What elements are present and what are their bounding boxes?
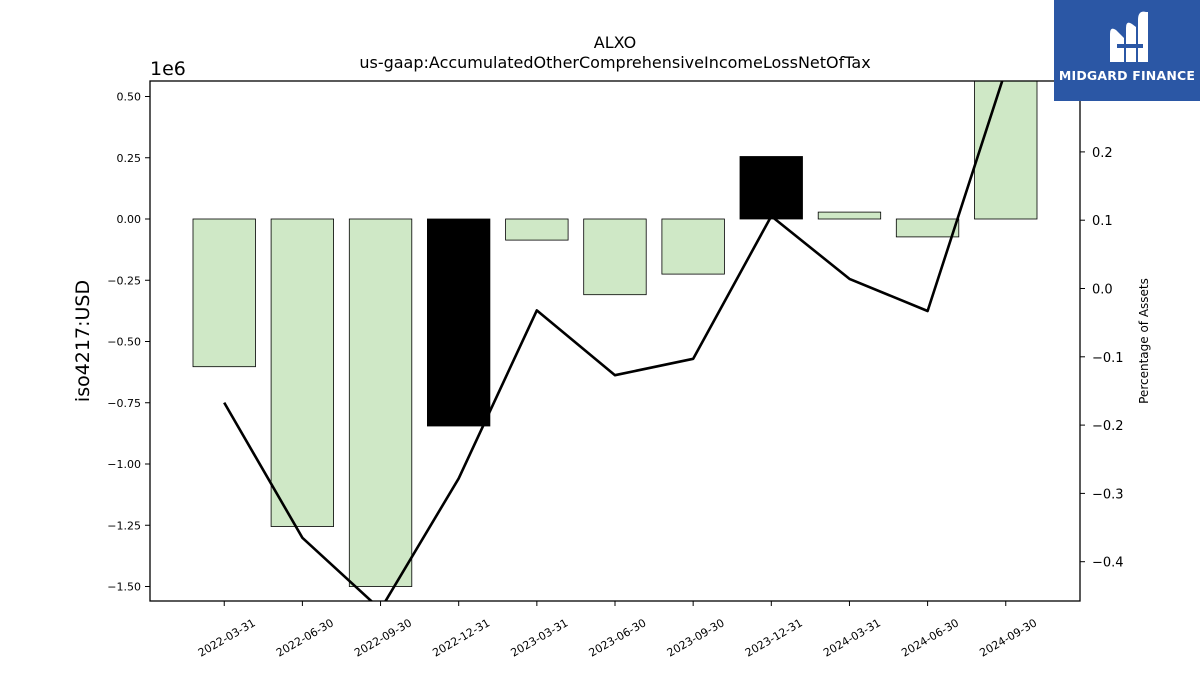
percentage-of-assets-line	[223, 81, 1004, 601]
y-multiplier-label: 1e6	[150, 58, 186, 80]
bar	[348, 218, 413, 587]
bar	[739, 156, 803, 220]
chart-title: ALXO	[594, 33, 636, 52]
bar	[895, 218, 960, 238]
chart-subtitle: us-gaap:AccumulatedOtherComprehensiveInc…	[359, 53, 870, 72]
x-tick-label: 2023-06-30	[587, 616, 649, 659]
bar	[505, 218, 569, 241]
y2-tick-label: 0.0	[1092, 283, 1113, 298]
y2-tick-label: 0.2	[1092, 146, 1113, 161]
midgard-m-icon	[1110, 11, 1148, 63]
bar	[583, 218, 647, 296]
y-axis-label: iso4217:USD	[72, 280, 94, 402]
logo-text: MIDGARD FINANCE	[1058, 68, 1196, 83]
x-tick-label: 2024-09-30	[977, 616, 1039, 659]
y2-axis-label: Percentage of Assets	[1137, 278, 1151, 404]
y-tick-label: 0.25	[117, 152, 142, 165]
y2-tick-label: −0.3	[1092, 487, 1124, 502]
x-tick-label: 2023-09-30	[665, 616, 727, 659]
bar	[426, 218, 491, 427]
y-tick-label: −0.75	[107, 397, 141, 410]
y-tick-label: 0.50	[117, 91, 142, 104]
y-tick-label: 0.00	[117, 213, 142, 226]
x-tick-label: 2022-09-30	[352, 616, 414, 659]
y-tick-label: −1.25	[107, 519, 141, 532]
y-tick-label: −0.25	[107, 274, 141, 287]
x-tick-label: 2023-03-31	[508, 616, 570, 659]
y-tick-label: −0.50	[107, 336, 141, 349]
bar	[192, 218, 256, 368]
x-tick-label: 2023-12-31	[743, 616, 805, 659]
line-layer	[223, 81, 1004, 601]
x-tick-label: 2024-06-30	[899, 616, 961, 659]
x-tick-label: 2024-03-31	[821, 616, 883, 659]
bar	[974, 81, 1038, 220]
x-tick-label: 2022-12-31	[430, 616, 492, 659]
y-tick-label: −1.00	[107, 458, 141, 471]
bar	[661, 218, 725, 275]
bar	[817, 211, 882, 220]
axes-layer: 0.50 0.25 0.00 −0.25 −0.50 −0.75 −1.00 −1.25 −1.…	[107, 80, 1124, 660]
x-tick-label: 2022-03-31	[196, 616, 258, 659]
x-tick-label: 2022-06-30	[274, 616, 336, 659]
y2-tick-label: −0.2	[1092, 419, 1124, 434]
midgard-finance-logo: MIDGARD FINANCE	[1054, 0, 1200, 101]
bar	[270, 218, 335, 527]
y2-tick-label: 0.1	[1092, 214, 1113, 229]
y2-tick-label: −0.4	[1092, 556, 1124, 571]
y2-tick-label: −0.1	[1092, 351, 1124, 366]
bars-layer	[192, 81, 1038, 587]
y-tick-label: −1.50	[107, 581, 141, 594]
